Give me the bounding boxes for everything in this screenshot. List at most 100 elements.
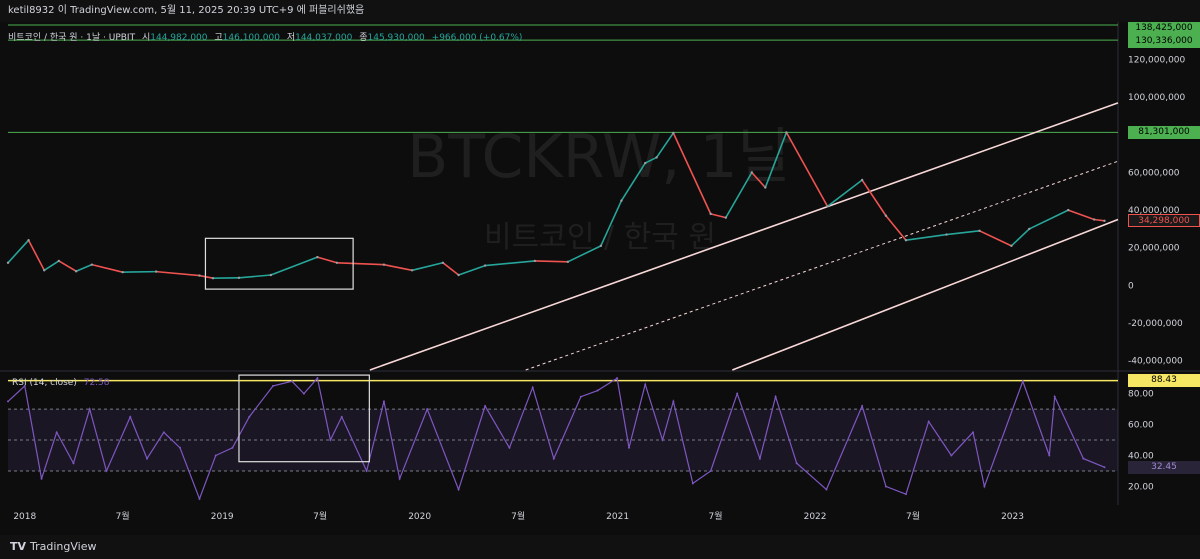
rsi-point <box>736 392 739 395</box>
rsi-point <box>162 431 165 434</box>
chart-area[interactable]: BTCKRW, 1날 비트코인 / 한국 원 120,000,000 100,000,… <box>0 21 1200 535</box>
rsi-point <box>302 392 305 395</box>
price-point <box>1028 227 1031 231</box>
price-segment <box>1067 209 1095 221</box>
price-legend: 비트코인 / 한국 원 · 1날 · UPBIT 시144,982,000 고1… <box>8 33 523 43</box>
rsi-point <box>709 469 712 472</box>
price-point <box>1010 244 1013 248</box>
price-segment <box>534 260 568 263</box>
price-segment <box>270 256 318 276</box>
rsi-point <box>23 384 26 387</box>
rsi-point <box>248 415 251 418</box>
price-point <box>27 239 30 242</box>
price-segment <box>567 245 602 263</box>
price-segment <box>946 230 980 236</box>
rsi-point <box>1103 466 1106 469</box>
rsi-point <box>7 400 9 403</box>
price-highlight-box <box>204 237 354 290</box>
price-point <box>620 199 623 202</box>
rsi-point <box>861 405 864 408</box>
rsi-point <box>105 469 108 472</box>
price-segment <box>199 274 214 279</box>
rsi-legend: RSI (14, close) 72.58 <box>12 378 110 388</box>
price-segment <box>458 264 486 276</box>
price-point <box>57 259 61 263</box>
price-segment <box>58 260 77 272</box>
rsi-point <box>508 446 511 449</box>
x-tick-label: 2022 <box>804 512 827 522</box>
rsi-point <box>290 380 293 383</box>
price-point <box>269 273 273 277</box>
rsi-point <box>129 415 132 418</box>
price-segment <box>122 270 157 273</box>
rsi-point <box>661 439 664 442</box>
rsi-tick-label: 80.00 <box>1128 390 1154 400</box>
price-point <box>382 263 386 266</box>
symbol-label: 비트코인 / 한국 원 · 1날 · UPBIT <box>8 33 136 43</box>
rsi-point <box>231 446 234 449</box>
channel-upper-line <box>369 102 1119 371</box>
price-segment <box>27 239 45 271</box>
rsi-point <box>272 384 275 387</box>
rsi-point <box>795 462 798 465</box>
rsi-point <box>672 400 675 403</box>
rsi-point <box>758 457 761 460</box>
footer-bar: TV TradingView <box>0 535 1200 559</box>
channel-lower-line <box>732 218 1119 371</box>
price-point <box>316 255 319 259</box>
x-tick-label: 2021 <box>606 512 629 522</box>
price-segment <box>317 256 338 264</box>
price-point <box>785 131 788 134</box>
x-tick-label: 2023 <box>1001 512 1024 522</box>
price-segment <box>411 262 444 272</box>
price-segment <box>644 156 657 164</box>
price-point <box>709 212 712 216</box>
price-point <box>43 269 46 272</box>
rsi-point <box>644 383 647 386</box>
x-tick-label: 2018 <box>13 512 36 522</box>
price-segment <box>336 261 384 266</box>
rsi-point <box>1053 395 1056 398</box>
rsi-point <box>55 431 58 434</box>
price-point <box>860 178 864 182</box>
rsi-point <box>329 439 332 442</box>
price-point <box>237 276 241 280</box>
level-label-mid: 81,301,000 <box>1128 125 1200 139</box>
rsi-point <box>179 446 182 449</box>
price-tick-label: 20,000,000 <box>1128 244 1180 254</box>
price-point <box>121 270 124 274</box>
rsi-point <box>365 469 368 472</box>
price-point <box>6 261 10 264</box>
level-label-top2: 130,336,000 <box>1128 34 1200 48</box>
last-price-label: 34,298,000 <box>1128 214 1200 228</box>
rsi-point <box>72 462 75 465</box>
rsi-point <box>1082 457 1085 460</box>
price-point <box>441 261 445 264</box>
price-point <box>74 270 78 273</box>
price-point <box>198 274 201 277</box>
watermark-ticker: BTCKRW, 1날 <box>407 122 793 192</box>
price-segment <box>764 132 788 188</box>
price-point <box>904 239 908 242</box>
price-segment <box>861 179 887 217</box>
price-segment <box>1028 209 1069 230</box>
rsi-point <box>927 420 930 423</box>
price-point <box>211 277 215 280</box>
rsi-point <box>457 488 460 491</box>
price-segment <box>979 230 1012 247</box>
rsi-tick-label: 40.00 <box>1128 452 1154 462</box>
x-tick-label: 7월 <box>511 510 525 522</box>
rsi-point <box>146 457 149 460</box>
price-tick-label: 120,000,000 <box>1128 56 1186 66</box>
rsi-point <box>1021 380 1024 383</box>
rsi-tick-label: 20.00 <box>1128 482 1154 492</box>
rsi-point <box>552 457 555 460</box>
rsi-point <box>825 488 828 491</box>
price-point <box>1092 218 1096 221</box>
price-tick-label: 0 <box>1128 281 1134 291</box>
rsi-point <box>596 389 599 392</box>
price-segment <box>672 132 712 215</box>
price-segment <box>655 132 675 158</box>
price-point <box>410 269 414 272</box>
